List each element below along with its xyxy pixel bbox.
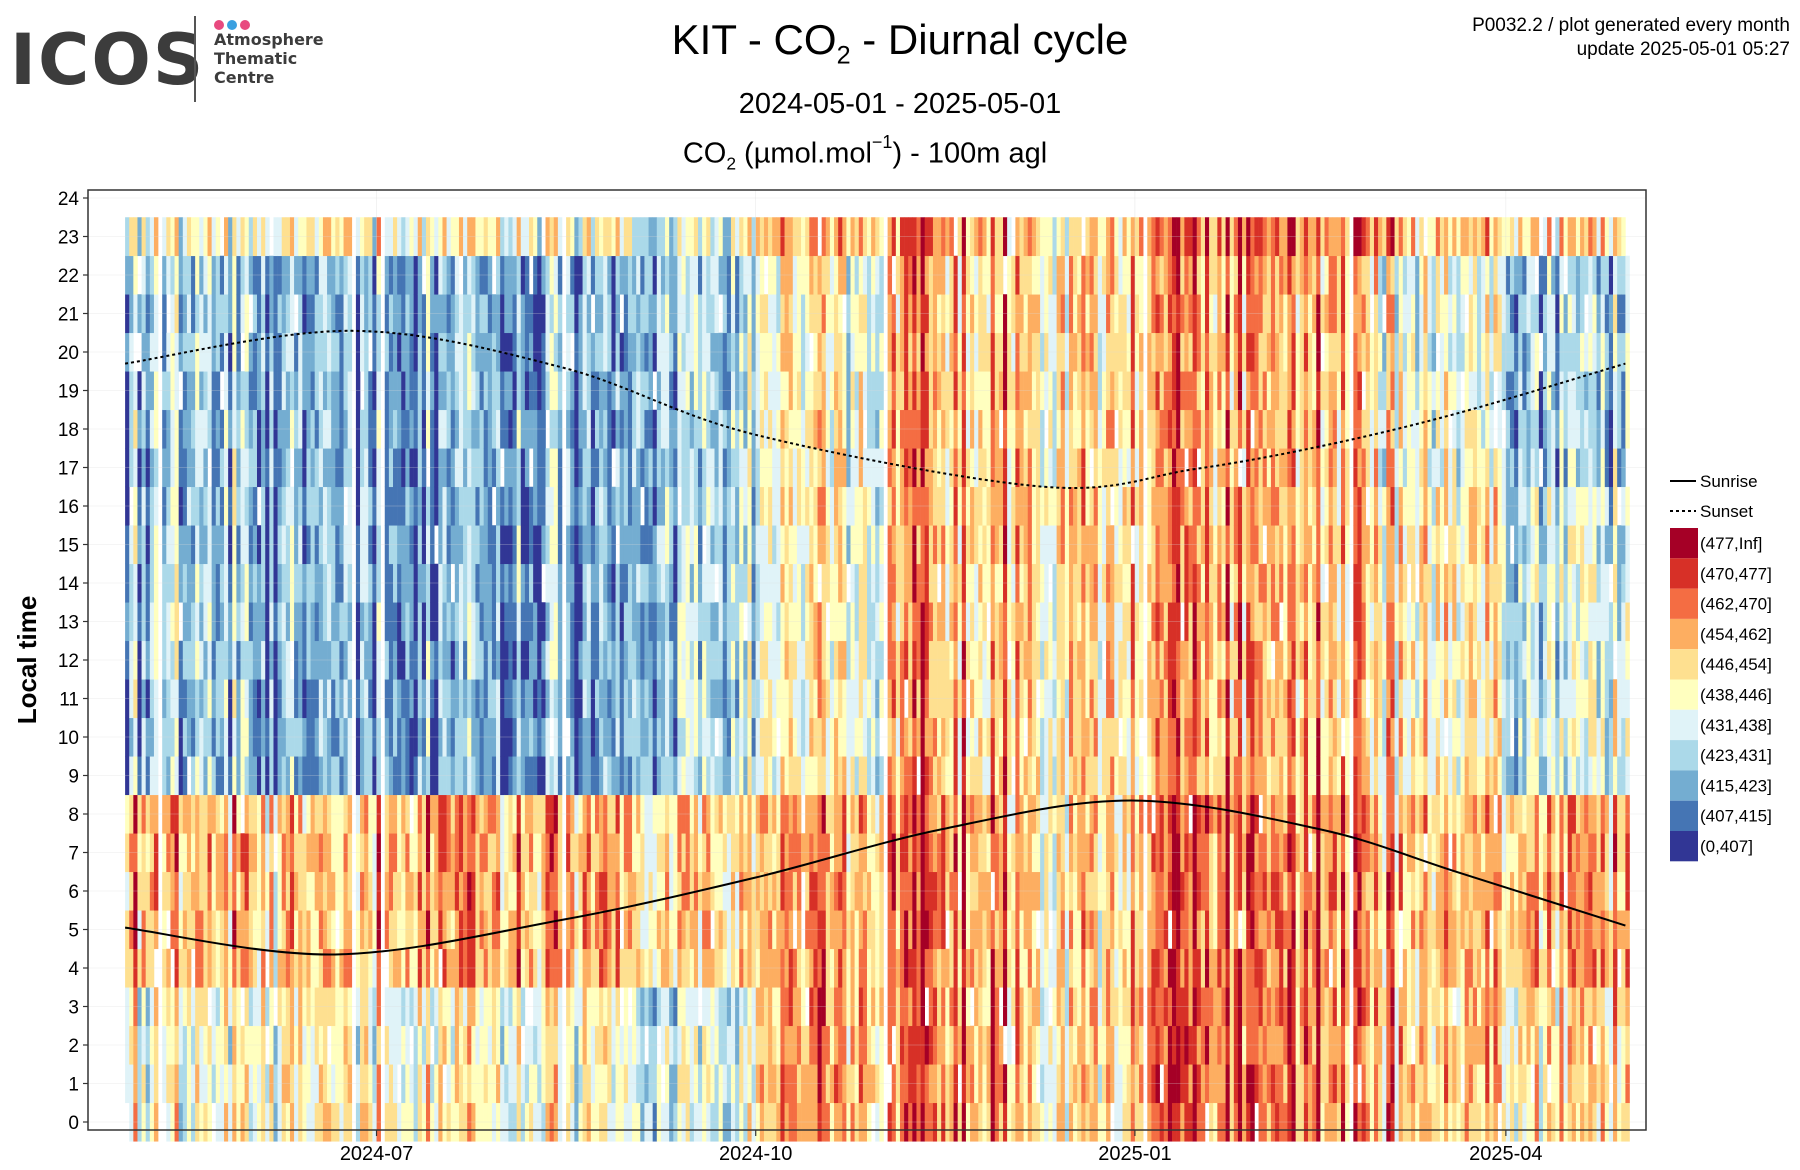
plot-info-line1: P0032.2 / plot generated every month <box>1472 15 1790 36</box>
chart-unit-subtitle: CO2 (µmol.mol−1) - 100m agl <box>682 132 1048 174</box>
logo-wordmark: ICOS <box>10 19 206 101</box>
icos-logo: ICOS Atmosphere Thematic Centre <box>10 14 340 106</box>
chart-date-range: 2024-05-01 - 2025-05-01 <box>738 88 1062 120</box>
plot-info: P0032.2 / plot generated every month upd… <box>1472 14 1790 62</box>
logo-dot <box>214 20 224 30</box>
logo-dot <box>240 20 250 30</box>
logo-divider <box>194 16 196 102</box>
chart-title: KIT - CO2 - Diurnal cycle <box>671 16 1129 70</box>
plot-info-line2: update 2025-05-01 05:27 <box>1576 39 1790 60</box>
logo-text-line1: Atmosphere <box>214 30 324 49</box>
logo-dot <box>227 20 237 30</box>
logo-text-line3: Centre <box>214 68 275 87</box>
logo-text-line2: Thematic <box>214 49 298 68</box>
logo-dots <box>214 17 253 30</box>
